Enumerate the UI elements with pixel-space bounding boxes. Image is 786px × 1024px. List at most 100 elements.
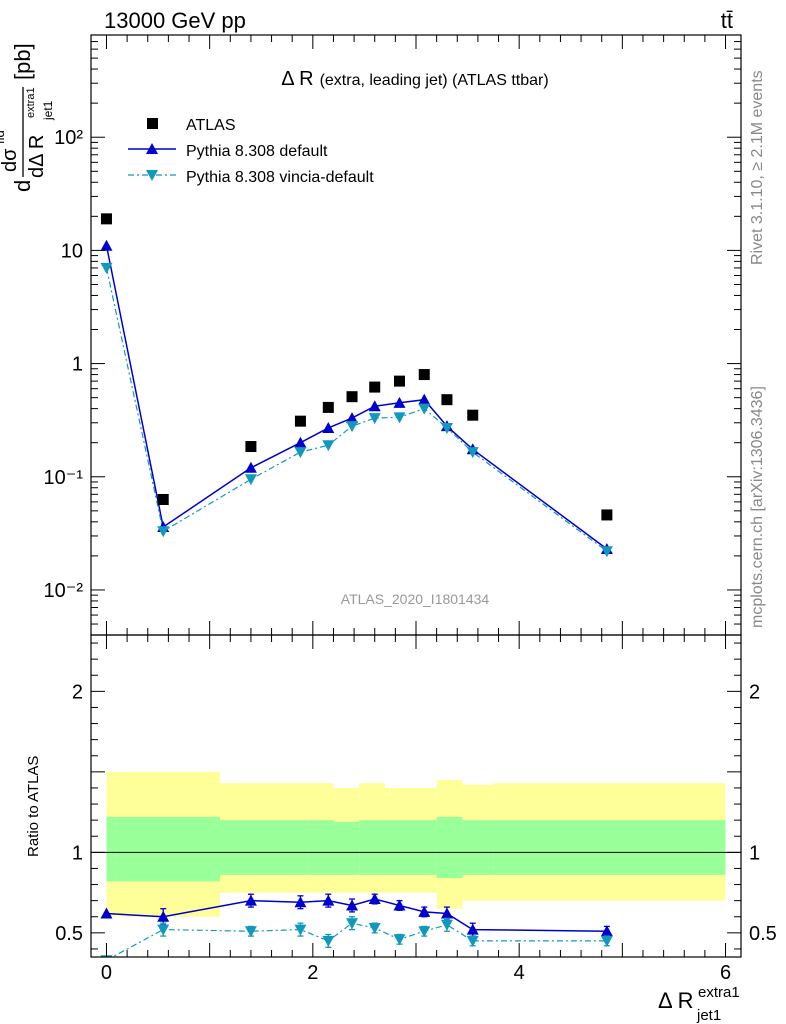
pythia-default-point (418, 393, 431, 405)
ratio-pythia-default-point (440, 907, 453, 919)
pythia-vincia-point (294, 447, 307, 459)
ratio-pythia-default-point (418, 905, 431, 917)
ratio-pythia-default-point (466, 923, 479, 935)
pythia-default-point (244, 461, 257, 473)
ratio-pythia-default-point (322, 894, 335, 906)
pythia-vincia-point (466, 447, 479, 459)
atlas-data-point (100, 213, 112, 225)
ratio-plot-panel: 0 2 4 6 0.5 0.5 1 1 2 2 Ratio to ATLAS Δ R jet1 e… (25, 634, 777, 1024)
y-label-den-sup: extra1 (25, 87, 37, 118)
ratio-pythia-vincia-point (157, 924, 170, 936)
ratio-pythia-vincia-point (466, 935, 479, 947)
ratio-pythia-vincia-point (393, 934, 406, 946)
y-label-denominator: dΔ R (26, 135, 48, 178)
y-tick-label: 10⁻¹ (44, 467, 84, 489)
legend-marker-pythia-default (146, 143, 158, 154)
main-plot-panel: 10⁻² 10⁻¹ 1 10 10² Δ R (extra, leading jet) (… (0, 34, 742, 636)
x-tick-label: 6 (720, 962, 731, 984)
y-tick-label: 10² (54, 127, 83, 149)
ratio-pythia-vincia-point (440, 919, 453, 931)
pythia-vincia-point (346, 421, 359, 433)
main-plot-title: Δ R (extra, leading jet) (ATLAS ttbar) (281, 68, 548, 90)
uncertainty-band-inner (359, 820, 386, 875)
ratio-pythia-vincia-point (322, 935, 335, 947)
y-label-unit: [pb] (10, 43, 35, 80)
pythia-vincia-point (393, 412, 406, 424)
uncertainty-band-inner (385, 820, 437, 875)
atlas-data-point (346, 391, 358, 403)
x-tick-label: 0 (101, 962, 112, 984)
pythia-vincia-point (368, 413, 381, 425)
ratio-pythia-vincia-point (244, 926, 257, 938)
ratio-pythia-vincia-point (418, 926, 431, 938)
x-tick-label: 2 (307, 962, 318, 984)
legend-marker-pythia-vincia (146, 170, 158, 181)
ratio-pythia-default-point (294, 896, 307, 908)
series-line-2 (105, 267, 608, 552)
uncertainty-band-inner (493, 820, 726, 875)
atlas-data-point (418, 369, 430, 381)
atlas-data-point (601, 509, 613, 521)
x-label-main: Δ R (658, 988, 693, 1013)
pythia-default-point (346, 412, 359, 424)
atlas-data-point (441, 394, 453, 406)
pythia-default-point (368, 400, 381, 412)
uncertainty-band-inner (307, 820, 334, 875)
legend-label-pythia-default: Pythia 8.308 default (186, 143, 328, 160)
ratio-pythia-vincia-point (368, 923, 381, 935)
x-tick-label: 4 (514, 962, 525, 984)
pythia-vincia-point (100, 262, 113, 274)
pythia-vincia-point (157, 526, 170, 538)
header-left: 13000 GeV pp (104, 8, 246, 33)
ratio-pythia-default-point (393, 899, 406, 911)
pythia-default-point (393, 396, 406, 408)
atlas-data-point (467, 409, 479, 421)
y-label-d: d (10, 180, 35, 192)
ratio-y-tick-label-right: 0.5 (749, 923, 777, 945)
side-text-site: mcplots.cern.ch [arXiv:1306.3436] (749, 386, 766, 628)
ratio-pythia-default-point (244, 894, 257, 906)
uncertainty-band-inner (436, 816, 463, 879)
ratio-y-tick-label-right: 1 (749, 842, 760, 864)
ratio-y-axis-label: Ratio to ATLAS (25, 756, 42, 857)
pythia-vincia-point (244, 474, 257, 486)
ratio-pythia-default-point (157, 910, 170, 922)
ratio-pythia-default-point (368, 893, 381, 905)
legend: ATLAS Pythia 8.308 default Pythia 8.308 … (128, 117, 374, 186)
side-text-events: Rivet 3.1.10, ≥ 2.1M events (749, 70, 766, 265)
pythia-default-point (100, 239, 113, 251)
legend-label-pythia-vincia: Pythia 8.308 vincia-default (186, 169, 374, 186)
uncertainty-band-inner (333, 821, 360, 875)
y-label-den-sub: jet1 (41, 100, 55, 121)
atlas-data-point (245, 441, 257, 453)
x-axis-label: Δ R jet1 extra1 (658, 984, 740, 1024)
ratio-pythia-vincia-point (346, 918, 359, 930)
y-tick-label: 1 (72, 354, 83, 376)
pythia-vincia-point (600, 546, 613, 558)
pythia-default-point (322, 421, 335, 433)
y-tick-label: 10⁻² (44, 580, 84, 602)
uncertainty-band-inner (106, 816, 117, 882)
y-label-fid: fid (0, 130, 7, 144)
main-y-axis-label: d dσ fid dΔ R jet1 extra1 [pb] (0, 43, 55, 192)
atlas-data-point (157, 493, 169, 505)
ratio-pythia-vincia-point (600, 935, 613, 947)
pythia-default-point (294, 436, 307, 448)
ratio-pythia-default-point (600, 925, 613, 937)
ratio-y-tick-label-right: 2 (749, 681, 760, 703)
uncertainty-band-inner (462, 820, 494, 875)
legend-marker-atlas (147, 118, 158, 129)
ratio-pythia-default-point (346, 899, 359, 911)
ratio-y-tick-label-left: 0.5 (55, 923, 83, 945)
watermark: ATLAS_2020_I1801434 (341, 591, 490, 607)
ratio-y-tick-label-left: 1 (72, 842, 83, 864)
y-tick-label: 10 (61, 240, 83, 262)
legend-label-atlas: ATLAS (186, 117, 236, 134)
atlas-data-point (294, 415, 306, 427)
atlas-data-point (393, 375, 405, 387)
x-label-sub: jet1 (696, 1007, 721, 1024)
pythia-vincia-point (440, 422, 453, 434)
atlas-data-point (322, 401, 334, 413)
ratio-pythia-default-point (100, 907, 113, 919)
header-right: tt̄ (721, 8, 733, 33)
